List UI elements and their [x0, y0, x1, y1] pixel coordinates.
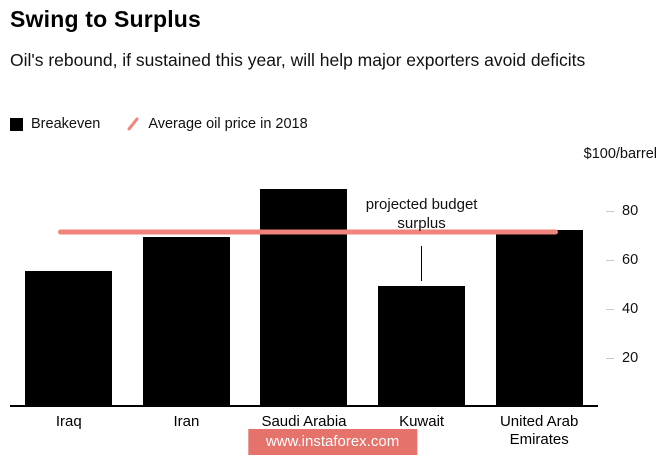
y-tick-mark [606, 357, 614, 359]
avg-price-line [58, 229, 558, 235]
x-axis-label: Saudi Arabia [261, 413, 347, 430]
bar-iran [142, 237, 230, 405]
legend: Breakeven Average oil price in 2018 [10, 116, 308, 132]
bar-iraq [25, 271, 113, 405]
x-axis-label: Iraq [55, 413, 82, 430]
breakeven-swatch-icon [10, 117, 23, 131]
plot-area: projected budget surplus [10, 162, 598, 407]
legend-item-breakeven: Breakeven [10, 116, 100, 132]
y-tick-label: 40 [622, 301, 639, 317]
y-tick-mark [606, 259, 614, 261]
bar-slot [245, 162, 363, 405]
y-tick-label: 80 [622, 203, 639, 219]
y-tick: 80 [598, 203, 665, 219]
annotation-text: projected budget surplus [365, 196, 478, 233]
bars [10, 162, 598, 405]
legend-avg-price-label: Average oil price in 2018 [148, 116, 308, 132]
y-tick: 20 [598, 350, 665, 366]
y-axis-unit-label: $100/barrel [583, 146, 657, 162]
y-tick-mark [606, 308, 614, 310]
y-tick-label: 60 [622, 252, 639, 268]
bar-slot [480, 162, 598, 405]
annotation-pointer-line [421, 246, 423, 282]
bar-kuwait [378, 285, 466, 405]
bar-saudi-arabia [260, 188, 348, 405]
legend-breakeven-label: Breakeven [31, 116, 101, 132]
chart-subtitle: Oil's rebound, if sustained this year, w… [10, 50, 586, 70]
bar-united-arab-emirates [495, 230, 583, 405]
x-axis-label: Iran [173, 413, 200, 430]
avg-price-slash-icon [126, 117, 140, 131]
y-tick-mark [606, 210, 614, 212]
y-tick: 60 [598, 252, 665, 268]
y-axis-ticks: 80 60 40 20 [598, 162, 665, 407]
bar-slot [128, 162, 246, 405]
watermark: www.instaforex.com [247, 429, 418, 455]
x-axis-label: Kuwait [399, 413, 445, 430]
y-tick: 40 [598, 301, 665, 317]
bar-slot [10, 162, 128, 405]
annotation: projected budget surplus [360, 195, 484, 282]
x-axis-labels: Iraq Iran Saudi Arabia Kuwait United Arab Em… [10, 413, 598, 449]
bar-slot [363, 162, 481, 405]
chart-title: Swing to Surplus [10, 6, 202, 32]
legend-item-avg-price: Average oil price in 2018 [126, 116, 308, 132]
y-tick-label: 20 [622, 350, 639, 366]
x-axis-label: United Arab Emirates [499, 413, 579, 448]
